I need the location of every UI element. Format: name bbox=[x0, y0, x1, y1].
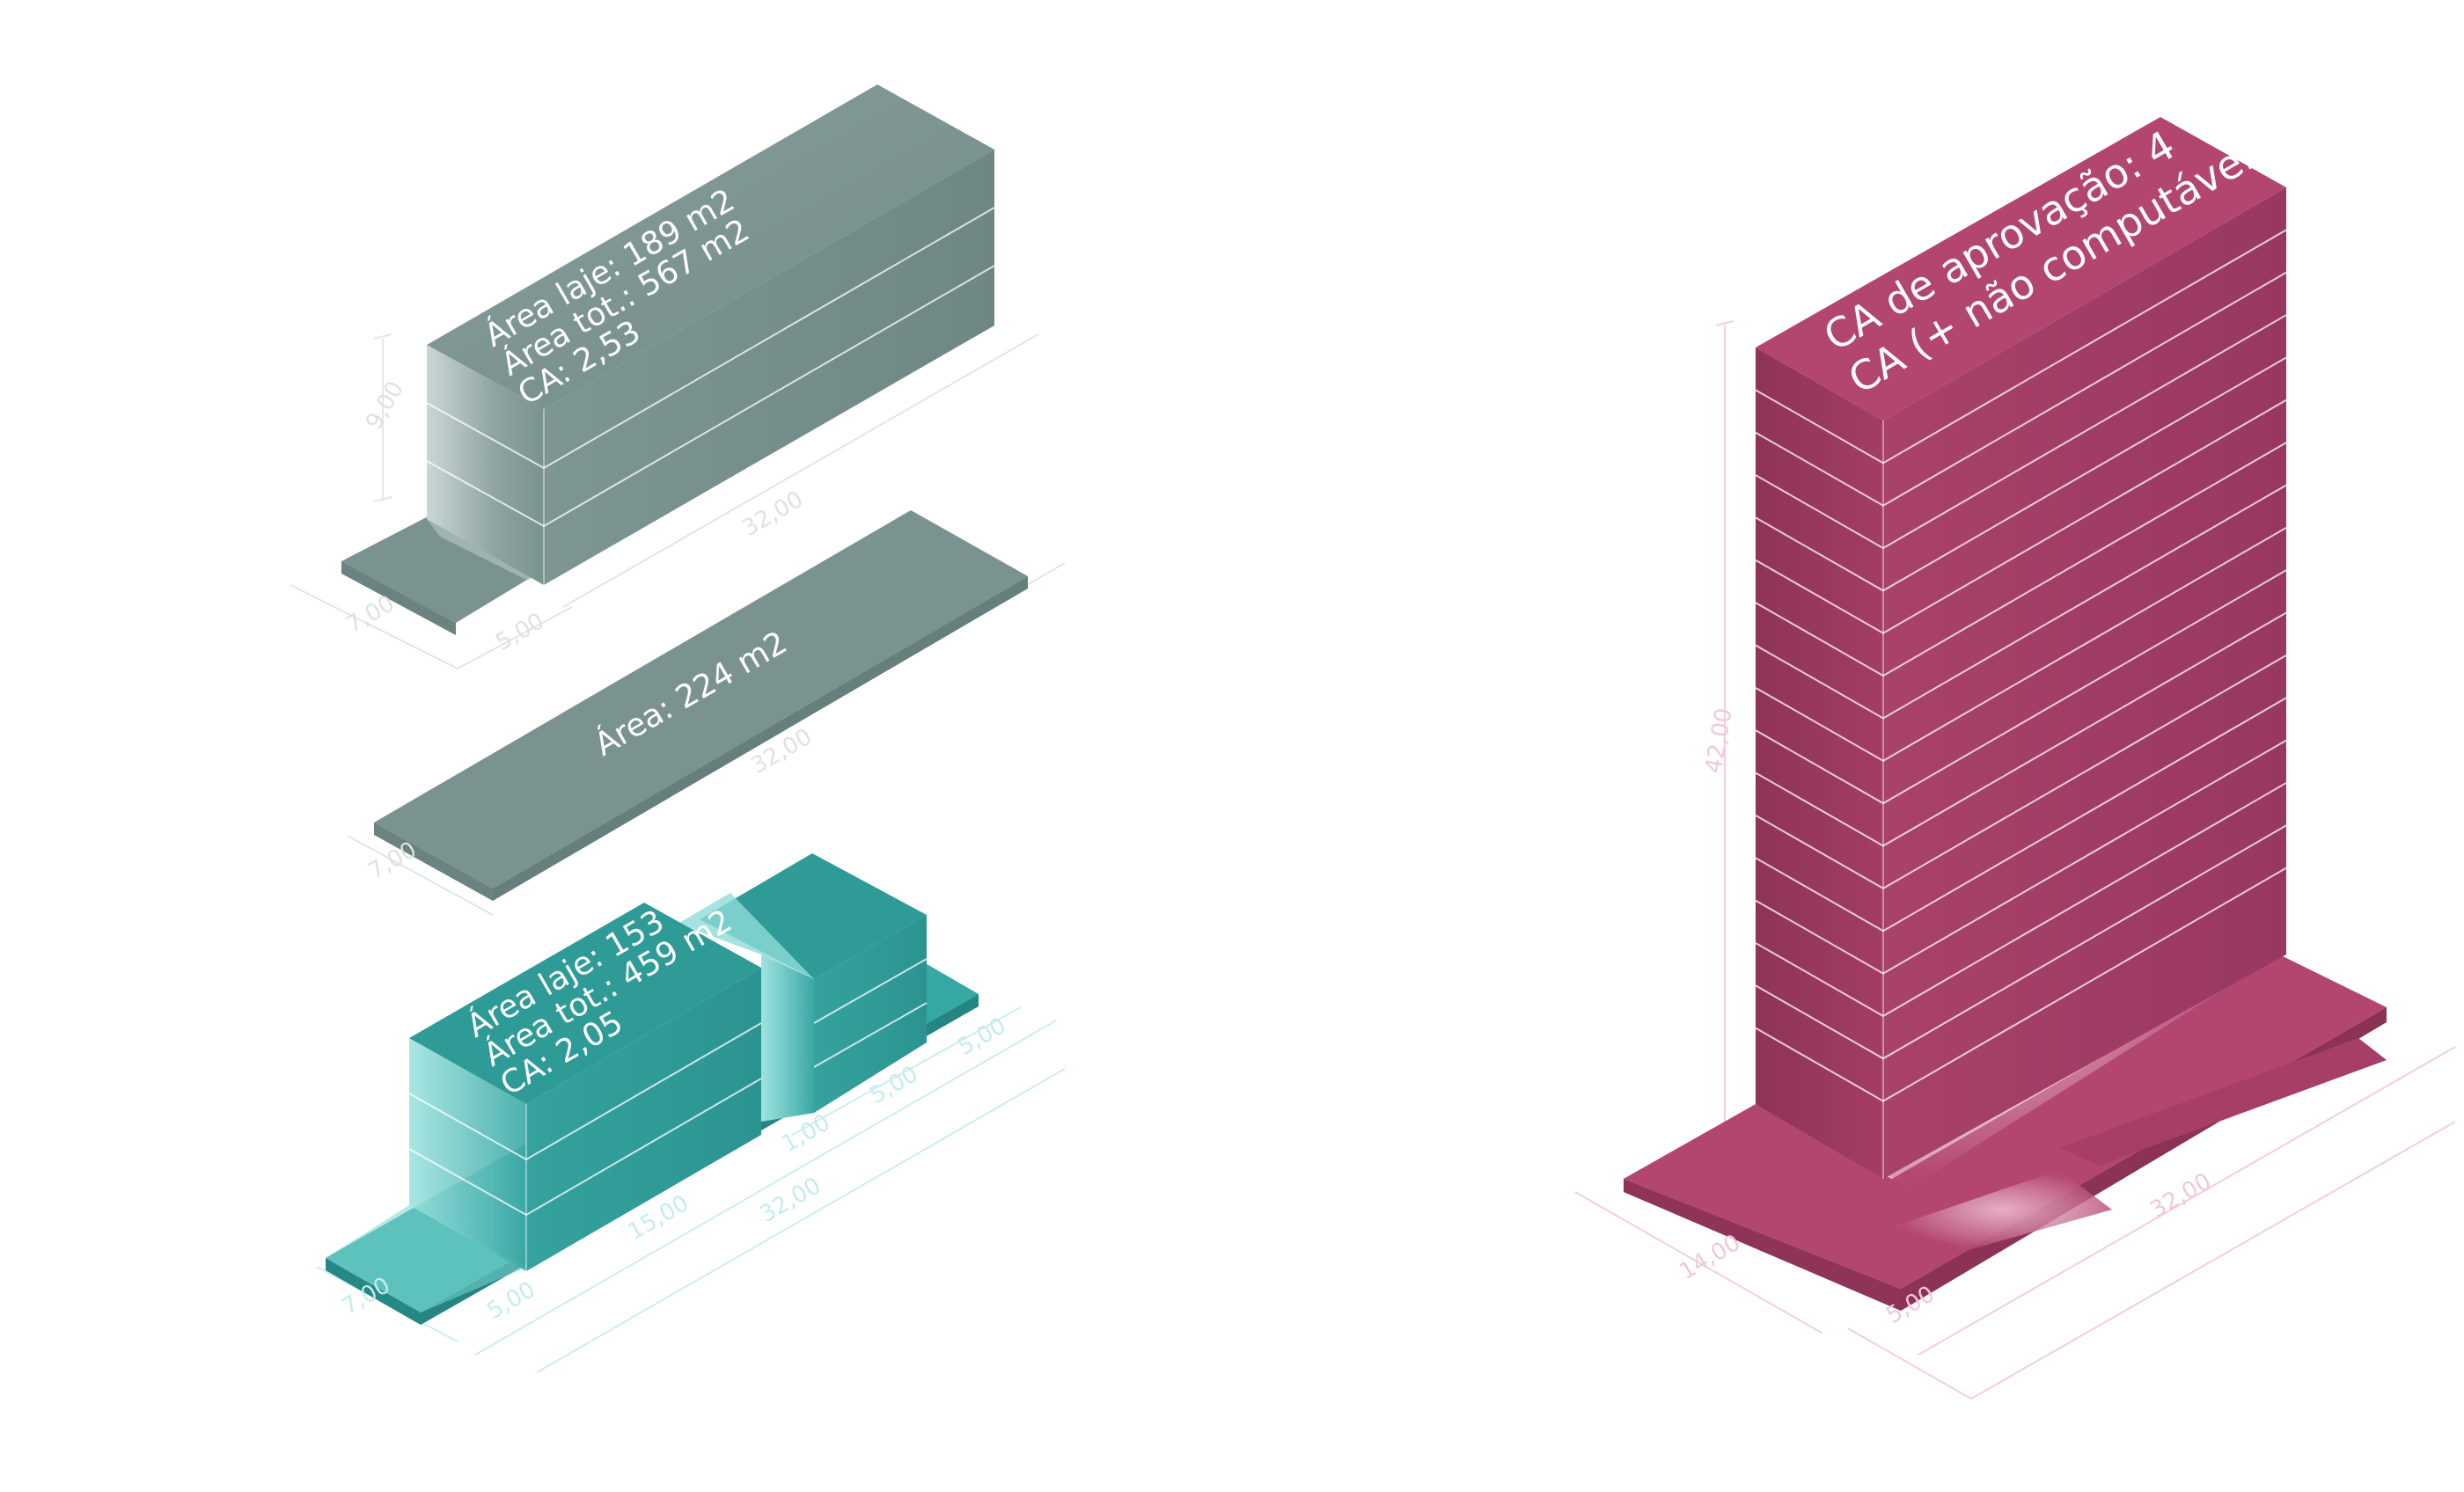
pink-tower-side bbox=[1756, 347, 1883, 1179]
teal-volume-side-b-dim: 5,00 bbox=[954, 1013, 1011, 1061]
pink-tower-annex-top bbox=[2059, 1038, 2387, 1166]
grey-slab-side bbox=[493, 576, 1028, 901]
pink-tower-top bbox=[1756, 117, 2286, 421]
grey-volume-front bbox=[544, 150, 994, 585]
grey-slab: Área: 224 m2 32,00 7,00 bbox=[347, 510, 1066, 916]
pink-tower-front bbox=[1883, 187, 2286, 1179]
pink-tower-base-front bbox=[1624, 1179, 1901, 1311]
pink-tower-annex-glow bbox=[1892, 1170, 2112, 1249]
grey-volume-length-dim: 32,00 bbox=[738, 486, 808, 542]
grey-slab-top bbox=[374, 510, 1028, 889]
teal-volume: Área laje: 153 m2 Área tot.: 459 m2 CA: … bbox=[316, 853, 1066, 1373]
teal-volume-dimensions bbox=[316, 1006, 1066, 1373]
teal-volume-rear-block-front bbox=[814, 915, 927, 1113]
teal-volume-length-dim: 32,00 bbox=[756, 1173, 825, 1228]
grey-volume-side bbox=[427, 345, 544, 585]
pink-tower-depth-dim: 14,00 bbox=[1676, 1230, 1745, 1285]
teal-volume-front bbox=[526, 968, 761, 1271]
pink-tower-length-dim: 32,00 bbox=[2146, 1168, 2216, 1224]
grey-volume-height-dim: 9,00 bbox=[361, 377, 409, 434]
teal-volume-core-top bbox=[678, 893, 814, 979]
pink-tower: CA de aprovação: 4 CA (+ não computável)… bbox=[1574, 99, 2456, 1400]
teal-volume-base-front bbox=[326, 1258, 421, 1325]
grey-volume-base-top bbox=[341, 510, 547, 623]
pink-tower-dimensions bbox=[1574, 320, 2456, 1400]
grey-volume-dimensions bbox=[290, 333, 1039, 669]
teal-volume-base-glow bbox=[326, 1205, 528, 1313]
teal-volume-core-gap bbox=[761, 954, 814, 1122]
grey-volume-base-front bbox=[341, 561, 456, 635]
grey-slab-front bbox=[374, 823, 493, 901]
grey-volume-recess-dim: 5,00 bbox=[492, 608, 549, 656]
teal-volume-top bbox=[409, 903, 761, 1104]
pink-tower-height-dim: 42,00 bbox=[1700, 706, 1737, 776]
teal-volume-side bbox=[409, 1038, 526, 1271]
grey-volume-top bbox=[427, 84, 994, 409]
